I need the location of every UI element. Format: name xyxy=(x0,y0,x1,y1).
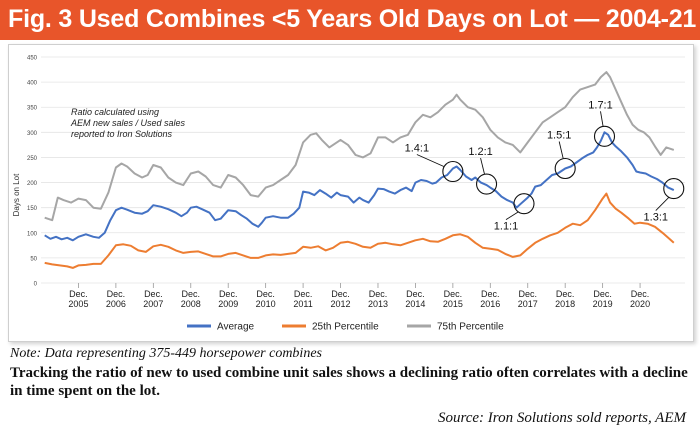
series-lines xyxy=(44,71,675,269)
x-tick-label: 2016 xyxy=(480,299,500,309)
legend-label: 25th Percentile xyxy=(312,322,379,333)
x-tick-label: 2017 xyxy=(518,299,538,309)
chart-annotation: Ratio calculated using AEM new sales / U… xyxy=(70,107,188,139)
series-line-75th-percentile xyxy=(44,71,675,222)
x-tick-label: Dec. xyxy=(144,289,163,299)
x-tick-label: Dec. xyxy=(69,289,88,299)
x-tick-label: 2010 xyxy=(256,299,276,309)
x-tick-label: 2006 xyxy=(106,299,126,309)
ratio-circle xyxy=(554,157,576,180)
y-tick-label: 200 xyxy=(27,181,38,187)
x-tick-label: Dec. xyxy=(556,289,575,299)
y-axis-ticks: 0 50 100 150 200 250 300 350 400 450 xyxy=(27,56,38,288)
y-tick-label: 350 xyxy=(27,106,38,112)
x-tick-label: 2014 xyxy=(405,299,425,309)
x-tick-label: 2008 xyxy=(181,299,201,309)
ratio-circle xyxy=(663,178,685,200)
series-line-25th-percentile xyxy=(44,192,675,269)
x-tick-label: 2020 xyxy=(630,299,650,309)
ratio-circle xyxy=(442,160,464,183)
y-tick-label: 150 xyxy=(27,206,38,212)
x-tick-label: 2009 xyxy=(218,299,238,309)
figure-caption: Tracking the ratio of new to used combin… xyxy=(10,365,688,399)
ratio-label: 1.5:1 xyxy=(547,129,571,141)
ratio-label: 1.3:1 xyxy=(644,212,668,224)
x-tick-label: Dec. xyxy=(331,289,350,299)
title-banner: Fig. 3 Used Combines <5 Years Old Days o… xyxy=(0,0,700,40)
x-tick-label: 2011 xyxy=(293,299,312,309)
ratio-leader xyxy=(505,211,519,221)
svg-text:Ratio calculated using: Ratio calculated using AEM new sales / U… xyxy=(70,107,188,139)
x-tick-label: Dec. xyxy=(294,289,313,299)
x-tick-label: 2018 xyxy=(555,299,575,309)
y-axis-label: Days on Lot xyxy=(12,173,21,216)
y-tick-label: 0 xyxy=(34,282,38,288)
ratio-leader xyxy=(480,157,485,175)
ratio-circle xyxy=(476,173,498,195)
x-tick-label: Dec. xyxy=(256,289,275,299)
ratio-label: 1.2:1 xyxy=(468,146,492,158)
x-tick-label: 2015 xyxy=(443,299,463,309)
figure-title: Fig. 3 Used Combines <5 Years Old Days o… xyxy=(8,5,697,33)
x-tick-label: 2019 xyxy=(593,299,613,309)
x-axis-ticks: Dec.2005Dec.2006Dec.2007Dec.2008Dec.2009… xyxy=(68,283,650,309)
ratio-leader xyxy=(416,154,445,168)
x-tick-label: Dec. xyxy=(631,289,650,299)
chart-panel: 0 50 100 150 200 250 300 350 400 450 Dec. 2005 Dec.… xyxy=(8,44,694,342)
legend-label: 75th Percentile xyxy=(437,322,504,333)
chart-legend: Average 25th Percentile 75th Percentile xyxy=(187,322,504,333)
ratio-circle xyxy=(513,193,535,215)
ratio-circle xyxy=(593,125,616,147)
y-tick-label: 300 xyxy=(27,131,38,137)
notes-block: Note: Data representing 375-449 horsepow… xyxy=(10,346,690,400)
source-line: Source: Iron Solutions sold reports, AEM xyxy=(437,410,686,426)
annotation-line: Ratio calculated using xyxy=(71,107,159,117)
ratio-callouts: 1.4:1 1.2:1 1.1:1 1.5:1 1.7:1 1.3:1 xyxy=(405,99,685,233)
series-line-average xyxy=(44,131,675,242)
x-tick-label: Dec. xyxy=(219,289,238,299)
ratio-label: 1.7:1 xyxy=(588,99,612,111)
x-tick-label: Dec. xyxy=(182,289,201,299)
x-tick-label: 2005 xyxy=(68,299,88,309)
annotation-line: AEM new sales / Used sales xyxy=(70,118,186,128)
x-tick-label: Dec. xyxy=(481,289,500,299)
ratio-leader xyxy=(558,141,564,159)
ratio-label: 1.4:1 xyxy=(405,143,429,155)
legend-label: Average xyxy=(217,322,255,333)
x-tick-label: Dec. xyxy=(406,289,425,299)
ratio-leader xyxy=(655,196,670,211)
ratio-leader xyxy=(600,111,604,127)
ratio-label: 1.1:1 xyxy=(494,221,518,233)
data-note: Note: Data representing 375-449 horsepow… xyxy=(10,346,322,361)
x-tick-label: Dec. xyxy=(593,289,612,299)
x-tick-label: Dec. xyxy=(518,289,537,299)
x-tick-label: 2007 xyxy=(143,299,163,309)
x-tick-label: Dec. xyxy=(444,289,463,299)
y-tick-label: 450 xyxy=(27,56,38,62)
y-tick-label: 250 xyxy=(27,156,38,162)
annotation-line: reported to Iron Solutions xyxy=(71,129,173,139)
x-tick-label: 2013 xyxy=(368,299,388,309)
x-tick-label: 2012 xyxy=(331,299,351,309)
y-tick-label: 100 xyxy=(27,231,38,237)
x-tick-label: Dec. xyxy=(107,289,126,299)
y-tick-label: 50 xyxy=(30,256,37,262)
y-tick-label: 400 xyxy=(27,81,38,87)
x-tick-label: Dec. xyxy=(369,289,388,299)
